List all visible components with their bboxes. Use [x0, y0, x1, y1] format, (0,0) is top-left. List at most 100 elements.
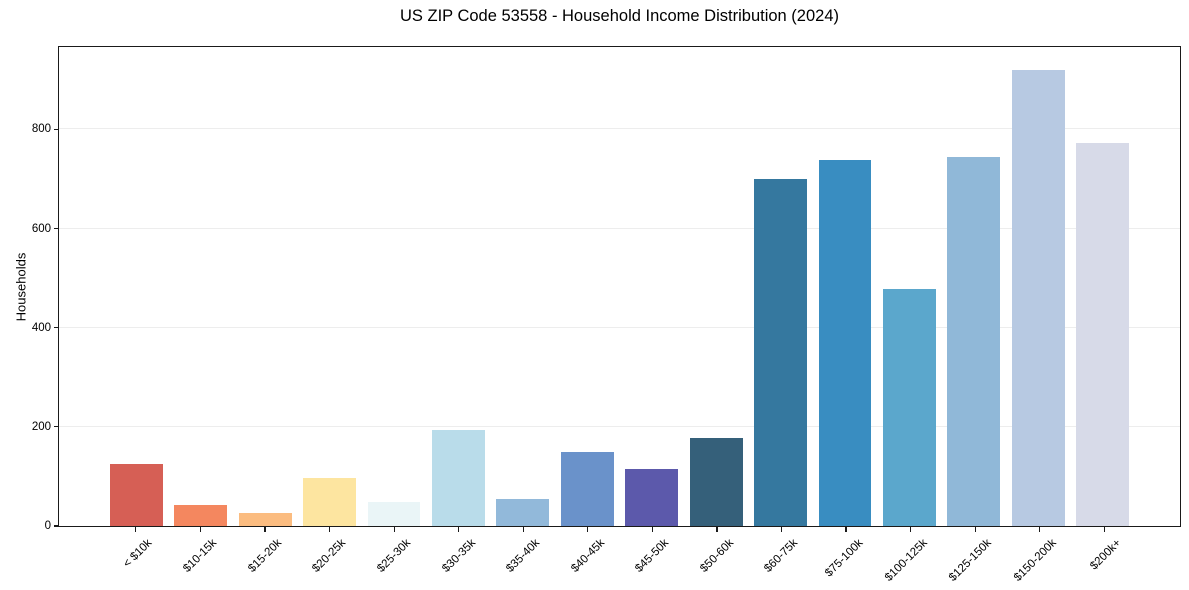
bar-$15-20k: [238, 513, 292, 526]
bars-row: [59, 47, 1180, 526]
xtick-mark: [135, 527, 137, 532]
bar-$200k+: [1076, 143, 1130, 526]
xtick-label-$30-35k: $30-35k: [439, 537, 478, 575]
xtick-mark: [974, 527, 976, 532]
xtick-mark: [522, 527, 524, 532]
bar-slot: [1006, 47, 1070, 526]
xtick-label-$35-40k: $35-40k: [504, 537, 543, 575]
xtick-label-$60-75k: $60-75k: [762, 537, 801, 575]
xtick-mark: [199, 527, 202, 532]
xtick-label-$50-60k: $50-60k: [697, 537, 736, 575]
xtick-label-$125-150k: $125-150k: [947, 537, 995, 584]
xtick-label-$100-125k: $100-125k: [882, 537, 930, 584]
bar-$10-15k: [174, 505, 228, 526]
ytick-mark-400: [54, 327, 59, 329]
ytick-label-0: 0: [44, 520, 51, 532]
bar-slot: [555, 47, 619, 526]
ytick-mark-800: [54, 128, 59, 130]
xtick-mark: [910, 527, 912, 532]
bar-slot: [748, 47, 812, 526]
bar-$75-100k: [818, 160, 872, 526]
xtick-label-$25-30k: $25-30k: [375, 537, 414, 575]
xtick-slot: $40-45k: [555, 527, 620, 589]
bar-slot: [620, 47, 684, 526]
ytick-label-200: 200: [31, 420, 51, 433]
xtick-label-< $10k: < $10k: [121, 537, 155, 571]
bar-slot: [1071, 47, 1135, 526]
xtick-slot: $25-30k: [361, 527, 426, 589]
bar-slot: [233, 47, 297, 526]
bar-< $10k: [109, 464, 163, 526]
xtick-mark: [651, 527, 653, 532]
y-axis-label: Households: [13, 252, 29, 322]
xtick-slot: $35-40k: [490, 527, 555, 589]
bar-slot: [877, 47, 941, 526]
bar-$100-125k: [883, 288, 936, 526]
ytick-mark-600: [54, 227, 59, 230]
bar-slot: [813, 47, 877, 526]
xtick-slot: $20-25k: [297, 527, 362, 589]
xtick-label-$150-200k: $150-200k: [1011, 537, 1059, 584]
bar-slot: [362, 47, 426, 526]
ytick-label-800: 800: [31, 123, 51, 136]
bar-$25-30k: [367, 502, 421, 526]
xtick-label-$20-25k: $20-25k: [310, 537, 349, 575]
gridline-y-800: [59, 128, 1180, 130]
xtick-mark: [458, 527, 460, 532]
bar-$50-60k: [689, 437, 743, 526]
ytick-label-600: 600: [31, 222, 51, 235]
xtick-mark: [1103, 527, 1105, 532]
xtick-slot: $200k+: [1071, 527, 1136, 589]
chart-title: US ZIP Code 53558 - Household Income Dis…: [399, 7, 839, 25]
ytick-mark-0: [54, 525, 59, 527]
gridline-y-400: [59, 326, 1180, 328]
bar-$60-75k: [754, 178, 807, 526]
xtick-mark: [845, 527, 847, 532]
bar-$45-50k: [625, 469, 679, 526]
xtick-label-$45-50k: $45-50k: [633, 537, 672, 575]
xtick-label-$40-45k: $40-45k: [568, 537, 607, 575]
bar-$20-25k: [303, 478, 356, 526]
bar-slot: [297, 47, 361, 526]
xtick-slot: $60-75k: [749, 527, 814, 589]
bar-slot: [104, 47, 168, 526]
xtick-slot: $50-60k: [684, 527, 749, 589]
gridline-y-200: [59, 425, 1180, 427]
xtick-mark: [393, 527, 395, 532]
xtick-slot: $15-20k: [232, 527, 297, 589]
ytick-label-400: 400: [31, 321, 51, 334]
xtick-slot: $125-150k: [942, 527, 1007, 589]
bar-$30-35k: [431, 430, 485, 526]
bar-slot: [942, 47, 1006, 526]
xtick-slot: $10-15k: [168, 527, 233, 589]
bar-slot: [168, 47, 232, 526]
xtick-label-$10-15k: $10-15k: [181, 537, 220, 575]
xtick-label-$200k+: $200k+: [1087, 537, 1124, 573]
ytick-mark-200: [54, 426, 59, 428]
xtick-slot: $75-100k: [813, 527, 878, 589]
xtick-mark: [780, 527, 783, 532]
xtick-label-$75-100k: $75-100k: [822, 537, 865, 580]
x-axis-ticks: < $10k $10-15k $15-20k $20-25k $25-30k $30-35…: [58, 527, 1181, 589]
bar-slot: [491, 47, 555, 526]
xtick-slot: $100-125k: [878, 527, 943, 589]
xtick-slot: $30-35k: [426, 527, 491, 589]
bar-slot: [426, 47, 490, 526]
bar-$35-40k: [496, 499, 550, 526]
bar-$40-45k: [560, 451, 614, 526]
bar-$125-150k: [947, 156, 1001, 526]
xtick-slot: $45-50k: [620, 527, 685, 589]
xtick-mark: [264, 527, 266, 532]
xtick-slot: < $10k: [103, 527, 168, 589]
bar-$150-200k: [1011, 69, 1065, 526]
xtick-mark: [328, 527, 331, 532]
plot-area: 0 200 400 600 800: [32, 46, 1181, 532]
xtick-mark: [1039, 527, 1041, 532]
gridline-y-600: [59, 227, 1180, 229]
xtick-mark: [587, 527, 589, 532]
xtick-mark: [716, 527, 718, 532]
xtick-slot: $150-200k: [1007, 527, 1072, 589]
xtick-label-$15-20k: $15-20k: [246, 537, 284, 575]
bar-slot: [684, 47, 748, 526]
